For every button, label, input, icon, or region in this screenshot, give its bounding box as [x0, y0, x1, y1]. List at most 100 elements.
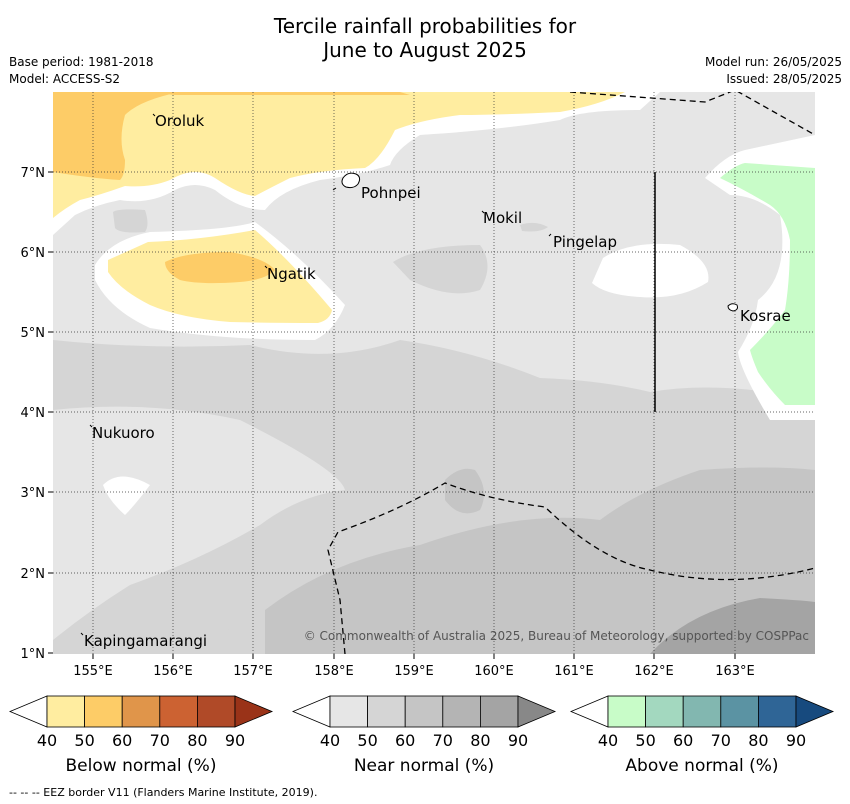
gridlines — [53, 92, 815, 654]
near-normal-patch-3 — [113, 209, 148, 233]
near-normal-patch-4 — [520, 222, 548, 232]
lon-tick-161: 161°E — [554, 664, 594, 679]
below-normal-colorbar-tick: 50 — [74, 731, 95, 750]
lon-tick-162: 162°E — [634, 664, 674, 679]
near-normal-colorbar-segment — [329, 695, 368, 728]
near-normal-colorbar-tick: 50 — [357, 731, 378, 750]
lat-tick-6: 6°N — [21, 246, 46, 261]
below-normal-colorbar-tick: 90 — [224, 731, 246, 750]
below-normal-colorbar-tick: 70 — [149, 731, 170, 750]
model-run-text: Model run: 26/05/2025 — [704, 55, 842, 69]
near-normal-50-sw-region — [70, 611, 265, 654]
below-normal-colorbar-title: Below normal (%) — [65, 756, 217, 776]
below-normal-colorbar-segment — [46, 695, 85, 728]
below-normal-colorbar-tick: 40 — [36, 731, 58, 750]
above-normal-colorbar-segment — [758, 695, 797, 728]
issued-text: Issued: 28/05/2025 — [726, 72, 842, 86]
near-normal-patch-2 — [445, 468, 484, 514]
colorbars — [8, 695, 835, 728]
lon-tick-158: 158°E — [314, 664, 354, 679]
place-label-pohnpei: Pohnpei — [361, 184, 421, 202]
place-label-nukuoro: Nukuoro — [92, 424, 155, 442]
place-label-oroluk: Oroluk — [155, 112, 204, 130]
near-normal-60-region — [265, 467, 815, 654]
below-normal-50-topedge — [53, 92, 410, 95]
lon-tick-163: 163°E — [715, 664, 755, 679]
near-normal-colorbar-segment — [404, 695, 444, 728]
below-normal-colorbar-segment — [84, 695, 123, 728]
lat-tick-4: 4°N — [21, 406, 46, 421]
meta-right: Model run: 26/05/2025 Issued: 28/05/2025 — [705, 54, 842, 88]
pingelap-marker — [548, 233, 552, 237]
lat-tick-5: 5°N — [21, 326, 46, 341]
kosrae-island-icon — [727, 303, 738, 312]
map-fill-layer — [53, 92, 815, 654]
meta-left: Base period: 1981-2018 Model: ACCESS-S2 — [9, 54, 154, 88]
below-normal-colorbar-min-arrow — [8, 695, 48, 728]
below-normal-colorbar-tick: 80 — [187, 731, 208, 750]
model-text: Model: ACCESS-S2 — [9, 72, 121, 86]
above-normal-colorbar-tick: 90 — [785, 731, 807, 750]
eez-border — [327, 92, 815, 654]
no-dominant-pingelap-region — [592, 243, 709, 298]
near-normal-colorbar-title: Near normal (%) — [353, 756, 495, 776]
islet-mark — [332, 187, 337, 191]
near-normal-colorbar-segment — [479, 695, 519, 728]
above-normal-colorbar-segment — [720, 695, 759, 728]
lat-tick-1: 1°N — [21, 647, 46, 662]
above-normal-colorbar-title: Above normal (%) — [625, 756, 779, 776]
near-normal-colorbar-min-arrow — [291, 695, 331, 728]
lon-tick-156: 156°E — [153, 664, 193, 679]
above-normal-colorbar-segment — [607, 695, 646, 728]
map-title-line2: June to August 2025 — [323, 38, 527, 62]
kapingamarangi-marker — [80, 632, 84, 636]
base-period-text: Base period: 1981-2018 — [9, 55, 154, 69]
near-normal-40-south-region — [53, 406, 345, 640]
above-normal-colorbar-segment — [645, 695, 684, 728]
above-normal-40-region — [720, 163, 815, 405]
lat-tick-3: 3°N — [21, 486, 46, 501]
place-label-ngatik: Ngatik — [267, 265, 316, 283]
lat-tick-2: 2°N — [21, 567, 46, 582]
footer-note: -- -- -- EEZ border V11 (Flanders Marine… — [9, 786, 318, 799]
place-label-pingelap: Pingelap — [553, 233, 617, 251]
below-normal-colorbar-max-arrow — [234, 695, 274, 728]
oroluk-marker — [152, 113, 156, 117]
above-normal-colorbar-tick: 60 — [673, 731, 694, 750]
lon-tick-159: 159°E — [394, 664, 434, 679]
lon-tick-155: 155°E — [73, 664, 113, 679]
axis-ticks — [48, 171, 736, 659]
above-normal-colorbar-min-arrow — [569, 695, 609, 728]
above-normal-colorbar-tick: 50 — [635, 731, 656, 750]
map-title-line1: Tercile rainfall probabilities for — [273, 14, 577, 38]
near-normal-colorbar-tick: 90 — [507, 731, 529, 750]
near-normal-patch-1 — [393, 245, 488, 294]
place-label-mokil: Mokil — [483, 209, 522, 227]
pohnpei-island-icon — [341, 172, 361, 189]
place-label-kosrae: Kosrae — [740, 307, 791, 325]
above-normal-colorbar-segment — [682, 695, 722, 728]
below-normal-colorbar-segment — [159, 695, 198, 728]
near-normal-colorbar-max-arrow — [517, 695, 557, 728]
above-normal-colorbar-tick: 80 — [748, 731, 769, 750]
below-normal-50-north-region — [53, 92, 180, 180]
lat-tick-7: 7°N — [21, 166, 46, 181]
above-normal-colorbar-max-arrow — [795, 695, 835, 728]
near-normal-colorbar-segment — [442, 695, 481, 728]
near-normal-colorbar-tick: 70 — [432, 731, 453, 750]
near-normal-colorbar-tick: 40 — [319, 731, 341, 750]
near-normal-80-region — [650, 598, 815, 654]
mokil-marker — [481, 210, 485, 214]
below-normal-colorbar-segment — [121, 695, 161, 728]
above-normal-colorbar-tick: 40 — [597, 731, 619, 750]
no-dominant-nukuoro-region — [103, 476, 150, 515]
copyright-text: © Commonwealth of Australia 2025, Bureau… — [304, 629, 809, 643]
nukuoro-marker — [89, 424, 93, 428]
lon-tick-160: 160°E — [474, 664, 514, 679]
near-normal-colorbar-tick: 60 — [395, 731, 416, 750]
place-label-kapingamarangi: Kapingamarangi — [84, 632, 207, 650]
below-normal-colorbar-tick: 60 — [112, 731, 133, 750]
near-normal-colorbar-tick: 80 — [470, 731, 491, 750]
below-normal-50-ngatik-region — [165, 252, 275, 284]
